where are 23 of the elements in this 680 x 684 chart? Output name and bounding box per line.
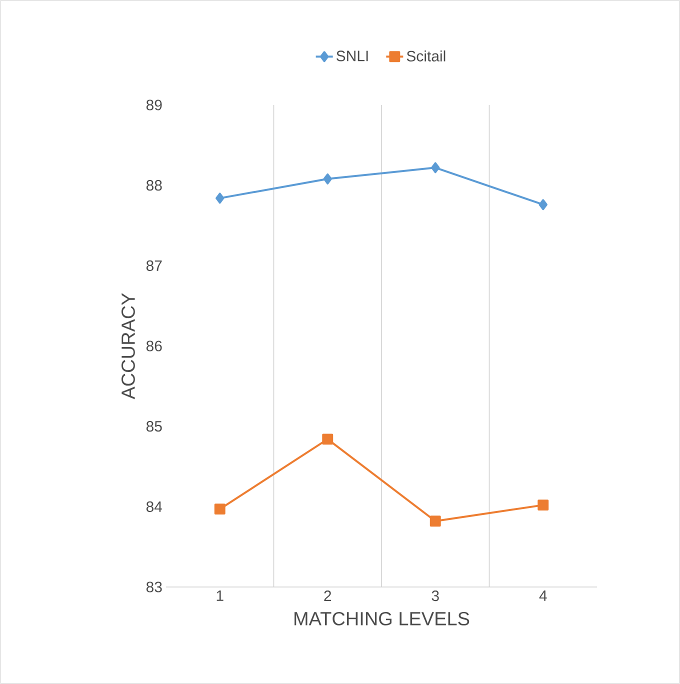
point xyxy=(538,500,549,511)
y-tick-label: 87 xyxy=(146,260,162,271)
point xyxy=(431,162,440,174)
y-tick-label: 83 xyxy=(146,582,162,592)
x-tick-label: 2 xyxy=(324,590,332,601)
y-tick-label: 89 xyxy=(146,100,162,110)
point xyxy=(323,173,332,184)
x-axis-title: MATCHING LEVELS xyxy=(294,612,470,626)
x-tick-label: 1 xyxy=(216,590,224,601)
y-tick-label: 84 xyxy=(146,501,162,512)
point xyxy=(538,199,548,210)
legend-label: Scitail xyxy=(406,50,446,62)
x-tick-label: 3 xyxy=(432,590,439,602)
x-tick-label: 4 xyxy=(539,590,547,601)
point xyxy=(216,192,224,204)
y-tick-label: 86 xyxy=(146,340,162,352)
y-axis-title: ACCURACY xyxy=(122,293,135,400)
point xyxy=(430,516,441,527)
legend-label: SNLI xyxy=(336,50,368,62)
point xyxy=(322,434,334,445)
y-tick-label: 88 xyxy=(146,180,162,191)
y-tick-label: 85 xyxy=(146,421,162,432)
point xyxy=(214,504,226,515)
